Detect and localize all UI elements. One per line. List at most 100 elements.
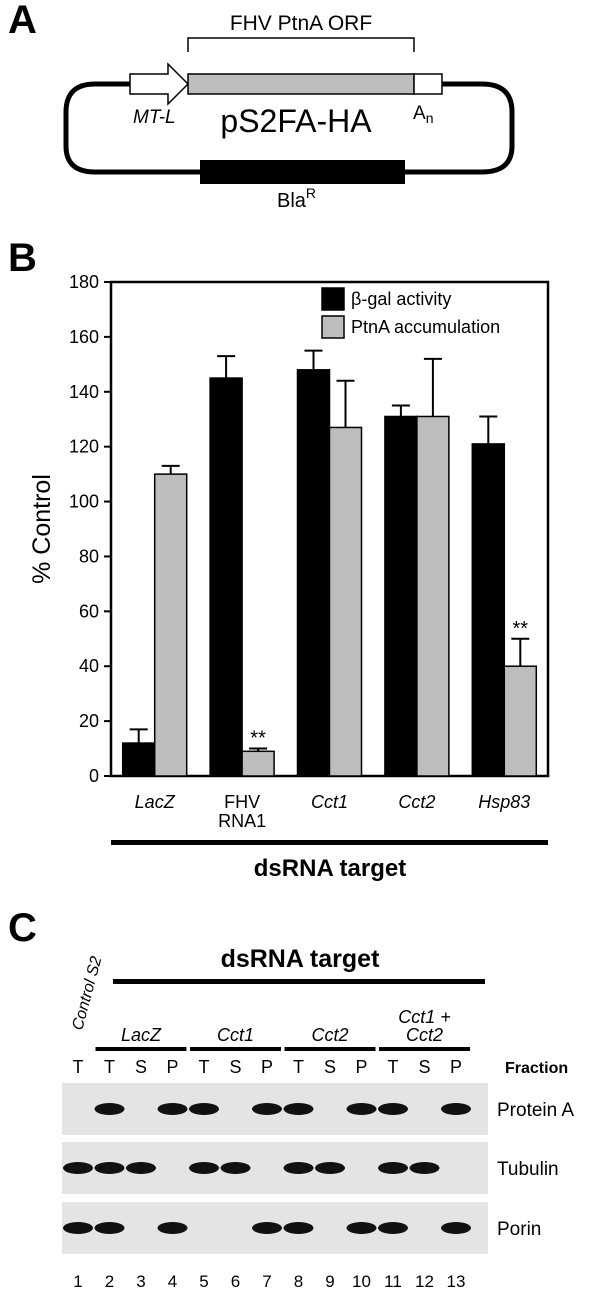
resistance-gene [200, 160, 405, 184]
lane-number: 7 [262, 1272, 271, 1291]
bar [153, 473, 188, 777]
fraction-letter: T [199, 1057, 210, 1077]
x-tick-label: Cct2 [398, 792, 435, 812]
fraction-letter: P [261, 1057, 273, 1077]
bar [503, 665, 538, 777]
polya-box [413, 73, 443, 95]
lane-number: 9 [325, 1272, 334, 1291]
bar [471, 443, 506, 777]
blot-band [378, 1222, 408, 1234]
group-bar [379, 1047, 470, 1051]
y-tick-label: 140 [69, 382, 99, 402]
blot-band [315, 1162, 345, 1174]
group-label: Cct2 [311, 1025, 348, 1045]
x-tick-label: FHV [224, 792, 260, 812]
fraction-letter: P [166, 1057, 178, 1077]
panel-b-letter: B [8, 236, 37, 280]
lane-number: 4 [168, 1272, 177, 1291]
lane-number: 3 [136, 1272, 145, 1291]
control-label: Control S2 [69, 955, 105, 1033]
blot-band [441, 1103, 471, 1115]
orf-label: FHV PtnA ORF [230, 12, 372, 35]
y-tick-label: 120 [69, 437, 99, 457]
blot-band [346, 1222, 377, 1234]
bar [416, 415, 450, 777]
legend-label: β-gal activity [351, 289, 451, 309]
bar [328, 426, 363, 777]
blot-band [252, 1222, 282, 1234]
x-tick-label: RNA1 [218, 811, 266, 831]
blot-band [409, 1162, 440, 1174]
dsrna-target-bar [111, 840, 548, 845]
y-tick-label: 160 [69, 327, 99, 347]
y-tick-label: 40 [79, 656, 99, 676]
group-bar [284, 1047, 376, 1051]
blot-band [283, 1103, 314, 1115]
fraction-letter: S [229, 1057, 241, 1077]
promoter-arrow [129, 62, 190, 106]
significance-mark: ** [250, 728, 266, 750]
group-label: LacZ [121, 1025, 162, 1045]
plasmid-name: pS2FA-HA [220, 103, 372, 139]
y-tick-label: 80 [79, 546, 99, 566]
orf-bracket [187, 37, 415, 52]
lane-number: 13 [447, 1272, 466, 1291]
fraction-letter: T [388, 1057, 399, 1077]
blot-band [283, 1162, 314, 1174]
bar-chart: 0 20 40 60 80 100 120 140 160 180 % Control LacZ FHV… [28, 272, 550, 882]
blot-band [346, 1103, 377, 1115]
group-label: Cct1 + [398, 1007, 451, 1027]
legend-swatch [321, 287, 345, 311]
backbone-right [405, 81, 515, 175]
lane-number: 8 [294, 1272, 303, 1291]
bar [384, 415, 418, 777]
lane-number: 5 [199, 1272, 208, 1291]
legend-label: PtnA accumulation [351, 317, 500, 337]
resistance-label: BlaR [277, 185, 316, 212]
lane-number: 2 [105, 1272, 114, 1291]
fraction-letter: T [73, 1057, 84, 1077]
y-tick-label: 100 [69, 492, 99, 512]
plasmid-diagram: FHV PtnA ORF MT-L pS2FA-HA An BlaR [63, 12, 515, 212]
bar [209, 377, 243, 777]
blot-band [189, 1103, 219, 1115]
x-tick-label: Cct1 [311, 792, 348, 812]
y-axis-label: % Control [28, 474, 56, 584]
promoter-label: MT-L [133, 107, 176, 128]
blot-band [63, 1222, 93, 1234]
blot-band [189, 1162, 219, 1174]
bar [296, 369, 331, 777]
fraction-letter: S [418, 1057, 430, 1077]
dsrna-target-label: dsRNA target [254, 855, 406, 882]
fraction-letter: S [324, 1057, 336, 1077]
blot-band [220, 1162, 251, 1174]
x-tick-label: LacZ [135, 792, 176, 812]
backbone-left [63, 81, 200, 175]
lane-number: 12 [415, 1272, 434, 1291]
fraction-letter: T [293, 1057, 304, 1077]
y-tick-label: 60 [79, 601, 99, 621]
blot-band [441, 1222, 471, 1234]
fraction-letter: P [450, 1057, 462, 1077]
group-label: Cct1 [217, 1025, 254, 1045]
blot-band [283, 1222, 314, 1234]
blot-band [378, 1103, 408, 1115]
orf-box [187, 73, 415, 95]
fraction-letter: S [135, 1057, 147, 1077]
group-bar [190, 1047, 281, 1051]
y-tick-label: 180 [69, 272, 99, 292]
dsrna-bar [113, 979, 485, 984]
blot-band [157, 1222, 188, 1234]
blot-band [63, 1162, 93, 1174]
fraction-letter: T [104, 1057, 115, 1077]
polya-label: An [413, 103, 433, 126]
blot-band [157, 1103, 188, 1115]
group-bar [95, 1047, 187, 1051]
panel-a-letter: A [8, 0, 37, 42]
blot-label: Porin [497, 1219, 541, 1240]
y-tick-label: 0 [89, 766, 99, 786]
blot-label: Tubulin [497, 1159, 559, 1180]
bar [121, 742, 156, 777]
blot-band [94, 1222, 125, 1234]
